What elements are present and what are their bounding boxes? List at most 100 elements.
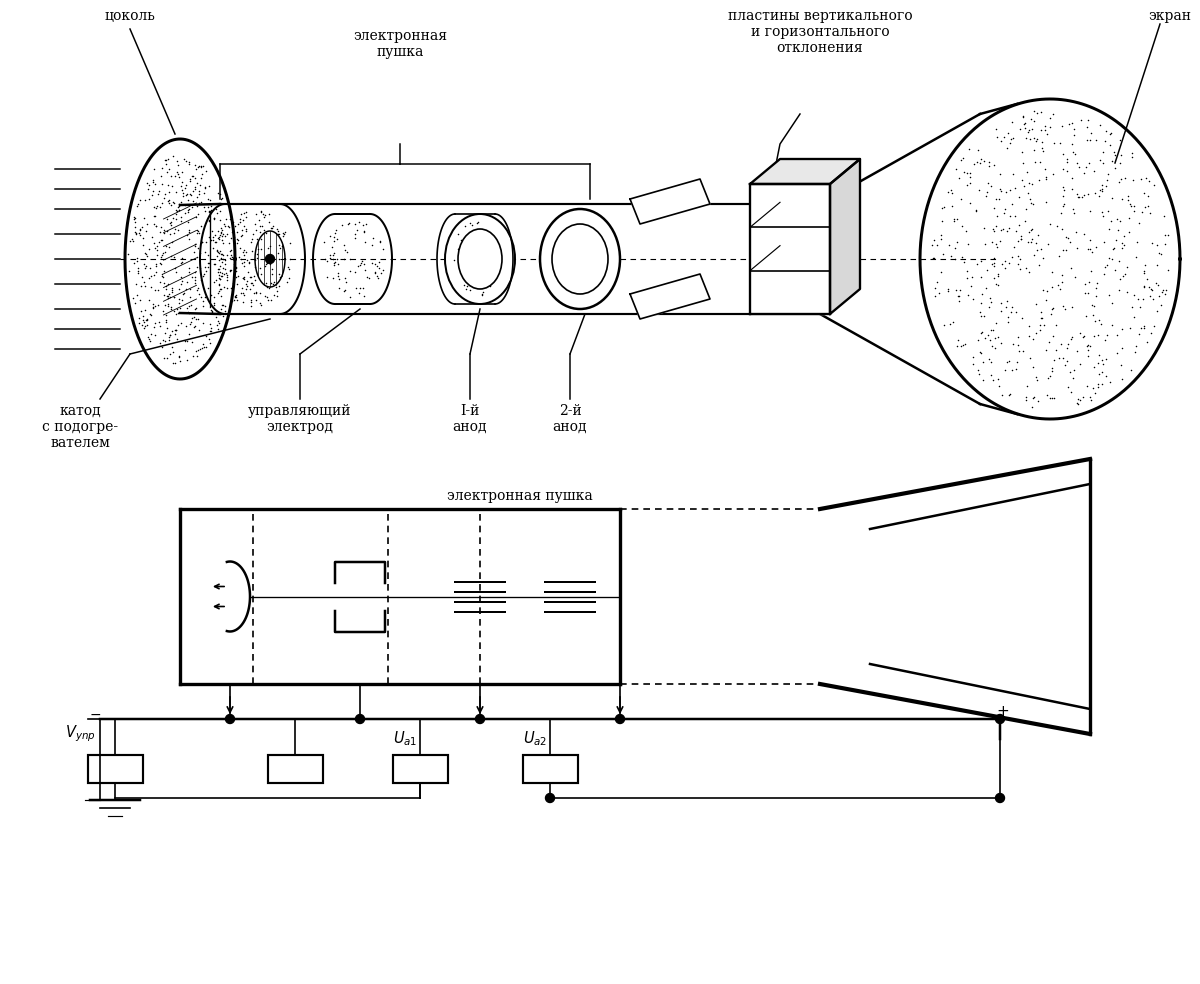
Point bbox=[373, 241, 392, 257]
Point bbox=[185, 264, 204, 279]
Point bbox=[959, 236, 978, 252]
Point bbox=[232, 227, 251, 243]
Point bbox=[163, 210, 182, 225]
Point bbox=[253, 206, 272, 221]
Point bbox=[938, 184, 958, 200]
Point bbox=[209, 229, 228, 245]
Circle shape bbox=[616, 714, 624, 723]
Point bbox=[1036, 161, 1055, 177]
Point bbox=[193, 337, 212, 352]
Point bbox=[1085, 328, 1104, 343]
Point bbox=[233, 280, 252, 296]
Point bbox=[318, 269, 337, 284]
Point bbox=[955, 337, 974, 352]
Point bbox=[959, 287, 978, 303]
Point bbox=[168, 166, 187, 182]
Point bbox=[150, 319, 169, 335]
Point bbox=[152, 232, 172, 248]
Point bbox=[1054, 182, 1073, 198]
Point bbox=[200, 316, 220, 332]
Point bbox=[202, 198, 221, 214]
Point bbox=[972, 253, 991, 269]
Point bbox=[1123, 299, 1142, 315]
Point bbox=[1088, 380, 1108, 396]
Point bbox=[924, 250, 943, 266]
Point bbox=[1014, 108, 1033, 124]
Circle shape bbox=[996, 714, 1004, 723]
Point bbox=[257, 224, 276, 240]
Point bbox=[1096, 368, 1115, 384]
Point bbox=[1056, 242, 1075, 258]
Point bbox=[160, 330, 179, 345]
Point bbox=[1004, 239, 1024, 255]
Point bbox=[221, 242, 240, 258]
Point bbox=[1148, 245, 1168, 261]
Point bbox=[269, 226, 288, 242]
Point bbox=[1159, 227, 1178, 243]
Point bbox=[173, 250, 192, 266]
Point bbox=[1102, 214, 1121, 229]
Point bbox=[977, 188, 996, 204]
Point bbox=[1006, 208, 1025, 223]
Circle shape bbox=[475, 714, 485, 723]
Point bbox=[222, 249, 241, 265]
Point bbox=[1074, 330, 1093, 345]
Point bbox=[206, 248, 226, 264]
Point bbox=[1037, 171, 1056, 187]
Point bbox=[974, 308, 994, 324]
Point bbox=[1112, 339, 1132, 355]
Point bbox=[161, 299, 180, 315]
Point bbox=[151, 335, 170, 350]
Point bbox=[212, 297, 232, 313]
Point bbox=[1046, 317, 1066, 333]
Point bbox=[1024, 103, 1043, 119]
Point bbox=[1003, 197, 1022, 213]
Point bbox=[252, 297, 271, 313]
Point bbox=[156, 153, 175, 168]
Point bbox=[1027, 372, 1046, 388]
Point bbox=[187, 199, 206, 215]
Point bbox=[235, 254, 254, 270]
Point bbox=[1056, 229, 1075, 245]
Point bbox=[1062, 115, 1081, 131]
Point bbox=[222, 279, 241, 295]
Point bbox=[1091, 183, 1110, 199]
Point bbox=[258, 255, 277, 271]
Point bbox=[132, 317, 151, 333]
Point bbox=[196, 260, 215, 276]
Point bbox=[1124, 310, 1144, 326]
Point bbox=[1108, 344, 1127, 360]
Point bbox=[1094, 234, 1114, 250]
Point bbox=[1102, 252, 1121, 268]
Point bbox=[136, 192, 155, 208]
Point bbox=[930, 285, 949, 301]
Point bbox=[170, 348, 190, 364]
Point bbox=[970, 154, 989, 170]
Point bbox=[240, 280, 259, 296]
Point bbox=[982, 323, 1001, 338]
Point bbox=[1092, 204, 1111, 219]
Circle shape bbox=[226, 714, 234, 723]
Point bbox=[928, 275, 947, 290]
Point bbox=[1031, 122, 1050, 138]
Point bbox=[192, 170, 211, 186]
Point bbox=[1082, 126, 1102, 142]
Point bbox=[485, 251, 504, 267]
Point bbox=[220, 250, 239, 266]
Point bbox=[152, 267, 172, 282]
Point bbox=[1062, 181, 1081, 197]
Point bbox=[172, 178, 191, 194]
Point bbox=[1123, 145, 1142, 160]
Point bbox=[269, 226, 288, 242]
Point bbox=[193, 268, 212, 283]
Point bbox=[199, 260, 218, 276]
Point bbox=[1066, 270, 1085, 285]
Point bbox=[360, 270, 379, 285]
Point bbox=[182, 168, 202, 184]
Point bbox=[191, 245, 210, 261]
Point bbox=[985, 157, 1004, 173]
Point bbox=[125, 212, 144, 227]
Point bbox=[146, 201, 166, 216]
Point bbox=[133, 308, 152, 324]
Point bbox=[204, 212, 223, 227]
